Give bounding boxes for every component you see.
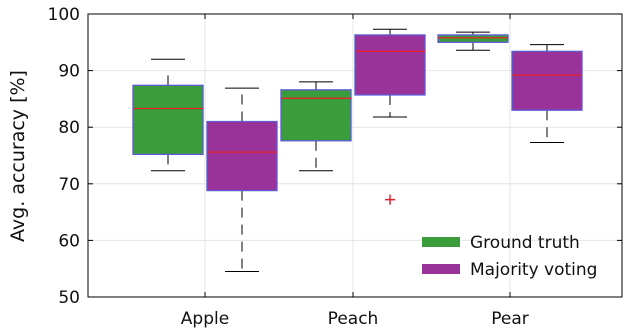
box-ground-truth [437, 34, 509, 43]
y-tick-label: 80 [58, 118, 80, 138]
box-majority-voting [511, 50, 583, 111]
boxes [132, 28, 583, 273]
legend-label-ground-truth: Ground truth [470, 233, 580, 253]
x-tick-label-apple: Apple [181, 309, 229, 329]
legend-label-majority-voting: Majority voting [470, 260, 597, 280]
y-tick-label: 70 [58, 175, 80, 195]
box-majority-voting [206, 120, 278, 192]
box-ground-truth [132, 84, 204, 156]
y-tick-label: 90 [58, 62, 80, 82]
y-tick-label: 50 [58, 288, 80, 308]
plot-frame [87, 13, 623, 298]
outlier-marker [385, 194, 395, 205]
box-ground-truth [280, 89, 352, 142]
axes: 50 60 70 80 90 100 Apple Peach Pear [48, 5, 623, 329]
y-axis-label: Avg. accuracy [%] [7, 70, 29, 242]
box-majority-voting [354, 34, 426, 96]
x-tick-label-pear: Pear [491, 309, 529, 329]
legend-swatch-majority-voting [422, 264, 460, 274]
y-tick-label: 60 [58, 231, 80, 251]
legend-swatch-ground-truth [422, 237, 460, 247]
x-tick-label-peach: Peach [328, 309, 379, 329]
y-tick-label: 100 [48, 5, 80, 25]
legend: Ground truth Majority voting [422, 233, 597, 280]
